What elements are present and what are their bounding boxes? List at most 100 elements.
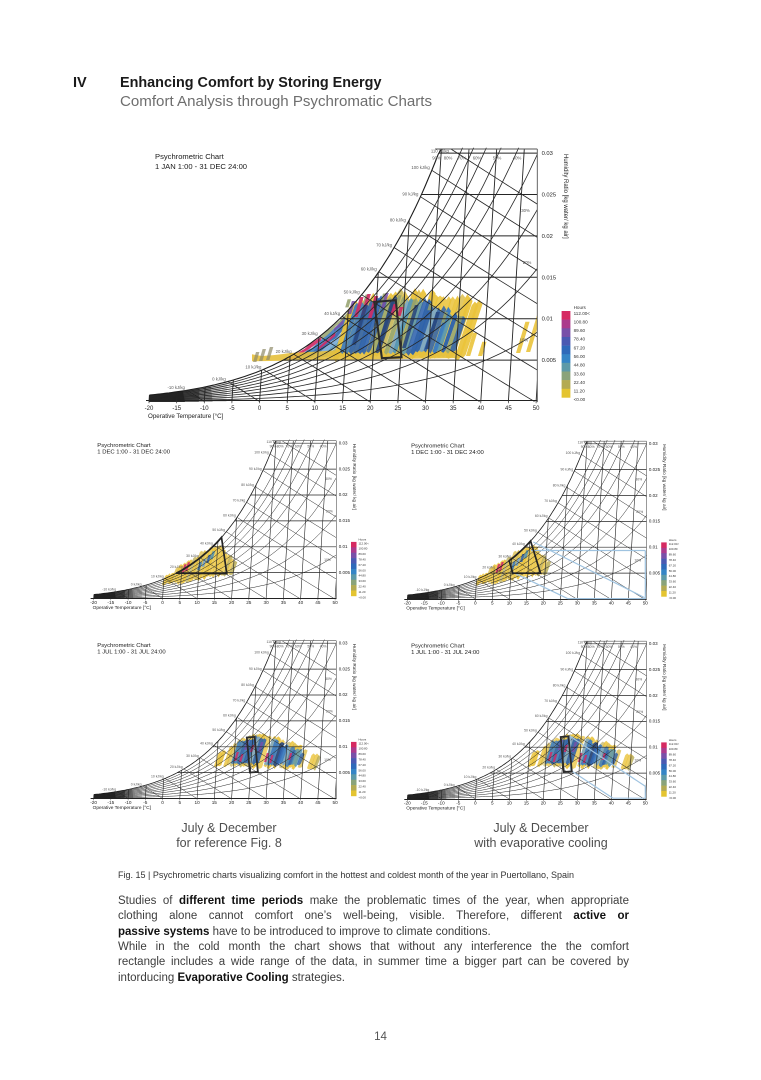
svg-text:0.03: 0.03 (649, 441, 658, 446)
svg-text:20: 20 (229, 800, 235, 805)
svg-text:1 JUL 1:00 - 31 JUL 24:00: 1 JUL 1:00 - 31 JUL 24:00 (411, 650, 480, 656)
svg-text:0.025: 0.025 (649, 667, 661, 672)
svg-text:80 kJ/kg: 80 kJ/kg (241, 483, 254, 487)
svg-text:40%: 40% (513, 156, 522, 161)
svg-text:60%: 60% (473, 156, 482, 161)
svg-text:15: 15 (339, 406, 346, 412)
svg-text:50: 50 (332, 800, 338, 805)
svg-text:0.01: 0.01 (339, 544, 348, 549)
svg-text:11.20: 11.20 (669, 590, 676, 594)
svg-text:67.20: 67.20 (574, 345, 586, 350)
svg-text:40: 40 (298, 600, 304, 605)
svg-text:80%: 80% (444, 156, 453, 161)
svg-text:1 DEC 1:00 - 31 DEC 24:00: 1 DEC 1:00 - 31 DEC 24:00 (97, 449, 170, 455)
svg-text:112.00<: 112.00< (669, 742, 680, 746)
svg-text:10 kJ/kg: 10 kJ/kg (245, 364, 262, 369)
svg-text:110 kJ/kg: 110 kJ/kg (267, 640, 281, 644)
svg-text:90%: 90% (581, 645, 588, 649)
svg-text:0 kJ/kg: 0 kJ/kg (212, 376, 226, 381)
svg-text:-10 kJ/kg: -10 kJ/kg (416, 788, 430, 792)
svg-text:0.015: 0.015 (542, 275, 557, 281)
svg-text:40 kJ/kg: 40 kJ/kg (324, 311, 341, 316)
svg-text:0.01: 0.01 (542, 317, 553, 323)
svg-text:-20: -20 (145, 406, 154, 412)
svg-text:10 kJ/kg: 10 kJ/kg (464, 575, 477, 579)
svg-text:0 kJ/kg: 0 kJ/kg (444, 583, 455, 587)
svg-text:-15: -15 (107, 800, 114, 805)
svg-text:44.80: 44.80 (359, 574, 367, 578)
svg-text:40%: 40% (630, 445, 637, 449)
svg-text:-10: -10 (438, 801, 445, 806)
svg-text:30: 30 (263, 800, 269, 805)
svg-text:100.80: 100.80 (359, 547, 368, 551)
svg-text:50%: 50% (618, 645, 625, 649)
svg-text:0.005: 0.005 (542, 358, 557, 364)
svg-text:Hours: Hours (669, 538, 677, 542)
svg-text:0.015: 0.015 (649, 519, 661, 524)
svg-text:25: 25 (246, 600, 252, 605)
svg-text:90 kJ/kg: 90 kJ/kg (402, 192, 419, 197)
svg-text:45: 45 (315, 800, 321, 805)
svg-text:67.20: 67.20 (359, 563, 367, 567)
svg-text:1 DEC 1:00 - 31 DEC 24:00: 1 DEC 1:00 - 31 DEC 24:00 (411, 450, 484, 456)
svg-text:-10: -10 (125, 600, 132, 605)
svg-text:10%: 10% (324, 558, 331, 562)
svg-text:-20: -20 (404, 601, 411, 606)
svg-text:Humidity Ratio [kg water/ kg a: Humidity Ratio [kg water/ kg air] (562, 154, 568, 239)
svg-text:-5: -5 (143, 800, 148, 805)
svg-text:80%: 80% (277, 444, 284, 448)
svg-text:45: 45 (626, 801, 632, 806)
svg-text:89.60: 89.60 (359, 752, 367, 756)
svg-text:70 kJ/kg: 70 kJ/kg (376, 242, 393, 247)
svg-text:35: 35 (281, 600, 287, 605)
svg-text:60%: 60% (295, 444, 302, 448)
svg-text:80%: 80% (277, 644, 284, 648)
svg-text:40: 40 (477, 406, 484, 412)
svg-text:20: 20 (229, 600, 235, 605)
svg-text:40: 40 (609, 601, 615, 606)
svg-text:Psychrometric Chart: Psychrometric Chart (97, 643, 151, 649)
svg-text:89.60: 89.60 (669, 753, 677, 757)
svg-text:Psychrometric Chart: Psychrometric Chart (97, 443, 151, 449)
svg-text:50 kJ/kg: 50 kJ/kg (524, 529, 537, 533)
svg-text:20 kJ/kg: 20 kJ/kg (276, 349, 293, 354)
svg-text:20%: 20% (636, 510, 643, 514)
svg-text:80 kJ/kg: 80 kJ/kg (553, 483, 566, 487)
svg-text:0.03: 0.03 (649, 641, 658, 646)
svg-text:0.025: 0.025 (339, 466, 351, 471)
svg-text:-20: -20 (404, 801, 411, 806)
svg-text:70%: 70% (458, 156, 467, 161)
svg-text:-15: -15 (421, 801, 428, 806)
svg-text:-15: -15 (421, 601, 428, 606)
svg-text:35: 35 (592, 801, 598, 806)
svg-text:5: 5 (178, 800, 181, 805)
svg-text:50%: 50% (493, 156, 502, 161)
svg-text:70 kJ/kg: 70 kJ/kg (544, 699, 557, 703)
svg-text:50%: 50% (307, 444, 314, 448)
svg-text:10%: 10% (324, 758, 331, 762)
svg-text:0.02: 0.02 (542, 234, 553, 240)
svg-text:10: 10 (312, 406, 319, 412)
svg-text:20 kJ/kg: 20 kJ/kg (482, 766, 495, 770)
svg-text:-5: -5 (456, 801, 461, 806)
svg-text:10 kJ/kg: 10 kJ/kg (464, 775, 477, 779)
svg-text:-5: -5 (143, 600, 148, 605)
svg-text:30 kJ/kg: 30 kJ/kg (186, 554, 199, 558)
svg-text:0.03: 0.03 (339, 441, 348, 446)
svg-text:56.00: 56.00 (669, 569, 677, 573)
svg-text:5: 5 (491, 601, 494, 606)
svg-text:0.02: 0.02 (339, 692, 348, 697)
svg-text:56.00: 56.00 (669, 769, 677, 773)
svg-text:22.40: 22.40 (359, 585, 367, 589)
svg-text:20%: 20% (636, 710, 643, 714)
svg-text:0.005: 0.005 (339, 570, 351, 575)
svg-text:40 kJ/kg: 40 kJ/kg (200, 742, 213, 746)
svg-text:33.60: 33.60 (669, 780, 677, 784)
svg-text:30 kJ/kg: 30 kJ/kg (498, 755, 511, 759)
svg-text:30%: 30% (325, 477, 332, 481)
svg-text:50 kJ/kg: 50 kJ/kg (212, 728, 225, 732)
svg-text:40 kJ/kg: 40 kJ/kg (512, 742, 525, 746)
svg-text:Hours: Hours (574, 305, 587, 310)
svg-text:30%: 30% (635, 478, 642, 482)
svg-text:80 kJ/kg: 80 kJ/kg (553, 683, 566, 687)
